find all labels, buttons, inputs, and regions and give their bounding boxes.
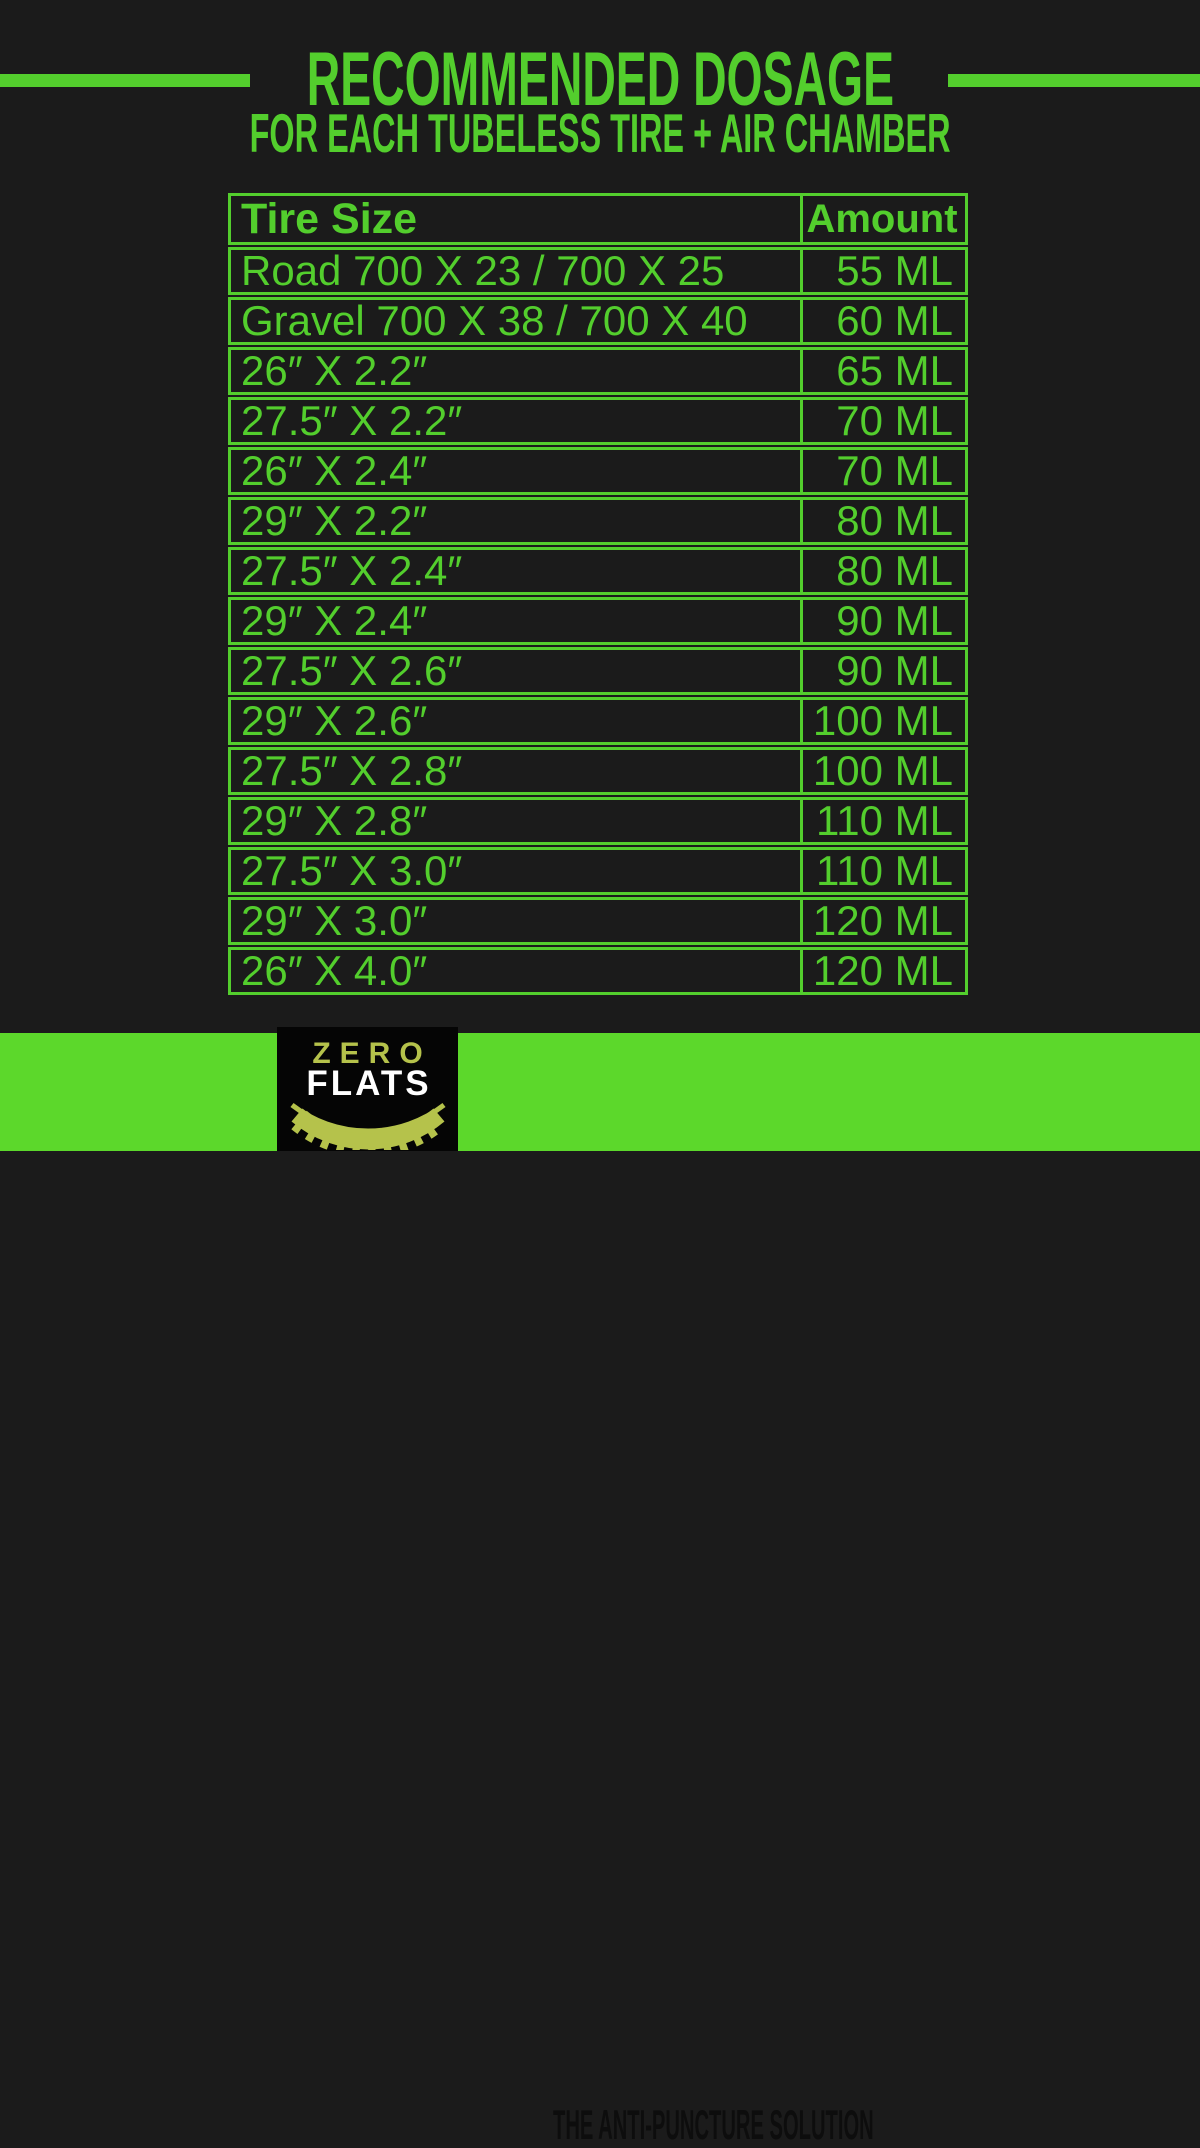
amount-cell: 100 ML xyxy=(800,697,965,744)
tire-size-cell: 27.5″ X 2.6″ xyxy=(241,647,463,694)
amount-cell: 110 ML xyxy=(800,847,965,894)
table-row: 27.5″ X 2.4″ 80 ML xyxy=(228,547,968,595)
amount-cell: 60 ML xyxy=(800,297,965,344)
table-row: 29″ X 2.6″ 100 ML xyxy=(228,697,968,745)
tire-size-cell: 26″ X 2.2″ xyxy=(241,347,428,394)
tire-size-cell: 27.5″ X 2.4″ xyxy=(241,547,463,594)
table-header-row: Tire Size Amount xyxy=(228,193,968,245)
tagline: THE ANTI-PUNCTURE SOLUTION xyxy=(553,2101,874,2148)
tire-size-cell: 29″ X 3.0″ xyxy=(241,897,428,944)
tire-tread-icon xyxy=(289,1103,446,1150)
page-subtitle: FOR EACH TUBELESS TIRE + AIR CHAMBER xyxy=(249,102,951,164)
tire-size-cell: Road 700 X 23 / 700 X 25 xyxy=(241,247,725,294)
amount-cell: 55 ML xyxy=(800,247,965,294)
infographic-page: RECOMMENDED DOSAGE FOR EACH TUBELESS TIR… xyxy=(0,37,1200,2147)
table-row: 26″ X 2.2″ 65 ML xyxy=(228,347,968,395)
amount-cell: 110 ML xyxy=(800,797,965,844)
table-row: 29″ X 3.0″ 120 ML xyxy=(228,897,968,945)
tire-size-cell: 27.5″ X 2.8″ xyxy=(241,747,463,794)
table-row: Gravel 700 X 38 / 700 X 40 60 ML xyxy=(228,297,968,345)
amount-cell: 120 ML xyxy=(800,947,965,994)
amount-cell: 70 ML xyxy=(800,447,965,494)
amount-cell: 65 ML xyxy=(800,347,965,394)
amount-cell: 90 ML xyxy=(800,647,965,694)
tire-size-cell: 29″ X 2.8″ xyxy=(241,797,428,844)
table-row: 27.5″ X 2.6″ 90 ML xyxy=(228,647,968,695)
table-row: 26″ X 4.0″ 120 ML xyxy=(228,947,968,995)
table-body: Road 700 X 23 / 700 X 25 55 ML Gravel 70… xyxy=(228,247,968,995)
tire-size-cell: Gravel 700 X 38 / 700 X 40 xyxy=(241,297,748,344)
page-title: RECOMMENDED DOSAGE xyxy=(306,37,894,122)
amount-cell: 100 ML xyxy=(800,747,965,794)
amount-cell: 120 ML xyxy=(800,897,965,944)
tire-size-cell: 26″ X 2.4″ xyxy=(241,447,428,494)
tire-size-cell: 27.5″ X 2.2″ xyxy=(241,397,463,444)
zeroflats-logo: ZERO FLATS xyxy=(277,1027,458,1151)
table-row: 27.5″ X 2.2″ 70 ML xyxy=(228,397,968,445)
amount-cell: 80 ML xyxy=(800,547,965,594)
title-accent-bar-left xyxy=(0,74,250,87)
table-row: 27.5″ X 3.0″ 110 ML xyxy=(228,847,968,895)
tire-size-cell: 29″ X 2.4″ xyxy=(241,597,428,644)
amount-cell: 80 ML xyxy=(800,497,965,544)
dosage-table: Tire Size Amount Road 700 X 23 / 700 X 2… xyxy=(228,193,968,997)
logo-zero-text: ZERO xyxy=(312,1037,432,1070)
tire-size-cell: 27.5″ X 3.0″ xyxy=(241,847,463,894)
table-row: 26″ X 2.4″ 70 ML xyxy=(228,447,968,495)
header-amount: Amount xyxy=(800,196,965,242)
footer-band: ZERO FLATS THE ANTI-PUNCTURE SOLUTION xyxy=(0,1027,1200,2147)
amount-cell: 90 ML xyxy=(800,597,965,644)
title-accent-bar-right xyxy=(948,74,1200,87)
table-row: Road 700 X 23 / 700 X 25 55 ML xyxy=(228,247,968,295)
tire-size-cell: 26″ X 4.0″ xyxy=(241,947,428,994)
table-row: 29″ X 2.4″ 90 ML xyxy=(228,597,968,645)
table-row: 27.5″ X 2.8″ 100 ML xyxy=(228,747,968,795)
header-tire-size: Tire Size xyxy=(241,194,418,243)
table-row: 29″ X 2.8″ 110 ML xyxy=(228,797,968,845)
table-row: 29″ X 2.2″ 80 ML xyxy=(228,497,968,545)
tire-size-cell: 29″ X 2.6″ xyxy=(241,697,428,744)
logo-flats-text: FLATS xyxy=(306,1064,432,1103)
amount-cell: 70 ML xyxy=(800,397,965,444)
tire-size-cell: 29″ X 2.2″ xyxy=(241,497,428,544)
